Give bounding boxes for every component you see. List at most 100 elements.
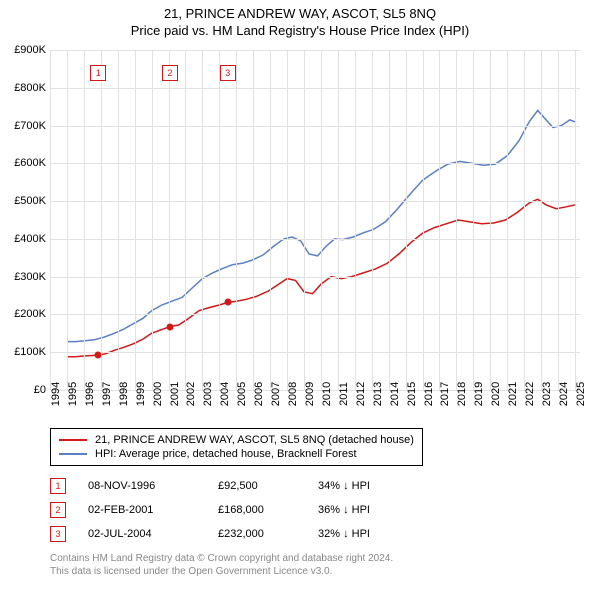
gridline-h [50, 277, 580, 278]
legend-box: 21, PRINCE ANDREW WAY, ASCOT, SL5 8NQ (d… [50, 428, 423, 466]
gridline-v [389, 50, 390, 390]
x-axis-label: 2011 [338, 382, 350, 406]
chart-marker-box: 2 [162, 65, 178, 81]
x-axis-label: 2004 [219, 382, 231, 406]
x-axis-label: 1995 [67, 382, 79, 406]
gridline-v [507, 50, 508, 390]
gridline-v [575, 50, 576, 390]
transaction-delta: 32% ↓ HPI [318, 528, 418, 540]
gridline-v [185, 50, 186, 390]
x-axis-label: 2012 [355, 382, 367, 406]
transaction-delta: 34% ↓ HPI [318, 480, 418, 492]
gridline-h [50, 126, 580, 127]
gridline-v [287, 50, 288, 390]
gridline-v [253, 50, 254, 390]
gridline-h [50, 201, 580, 202]
x-axis-label: 1994 [50, 382, 62, 406]
x-axis-label: 1996 [84, 382, 96, 406]
x-axis-label: 2015 [406, 382, 418, 406]
x-axis-label: 2007 [270, 382, 282, 406]
x-axis-label: 1998 [118, 382, 130, 406]
x-axis-label: 2009 [304, 382, 316, 406]
transaction-date: 02-FEB-2001 [88, 504, 218, 516]
gridline-h [50, 352, 580, 353]
transactions-table: 1 08-NOV-1996£92,50034% ↓ HPI 2 02-FEB-2001… [50, 474, 418, 546]
gridline-h [50, 314, 580, 315]
gridline-v [236, 50, 237, 390]
gridline-v [473, 50, 474, 390]
x-axis-label: 2010 [321, 382, 333, 406]
x-axis-label: 2022 [524, 382, 536, 406]
transaction-date: 02-JUL-2004 [88, 528, 218, 540]
y-axis-label: £300K [14, 271, 46, 283]
chart-container: 21, PRINCE ANDREW WAY, ASCOT, SL5 8NQ Pr… [0, 0, 600, 590]
x-axis-label: 2019 [473, 382, 485, 406]
transaction-row: 202-FEB-2001£168,00036% ↓ HPI [50, 498, 418, 522]
x-axis-label: 2021 [507, 382, 519, 406]
transaction-price: £92,500 [218, 480, 318, 492]
chart-plot-area: £0£100K£200K£300K£400K£500K£600K£700K£80… [50, 50, 580, 390]
chart-marker-dot [95, 352, 102, 359]
footer-line2: This data is licensed under the Open Gov… [50, 565, 393, 578]
transaction-date: 08-NOV-1996 [88, 480, 218, 492]
x-axis-label: 2023 [541, 382, 553, 406]
gridline-v [456, 50, 457, 390]
transaction-marker: 1 [50, 478, 66, 494]
y-axis-label: £0 [34, 384, 46, 396]
gridline-v [67, 50, 68, 390]
legend-item: 21, PRINCE ANDREW WAY, ASCOT, SL5 8NQ (d… [59, 433, 414, 447]
x-axis-label: 2020 [490, 382, 502, 406]
x-axis-label: 1997 [101, 382, 113, 406]
gridline-v [135, 50, 136, 390]
legend-label: 21, PRINCE ANDREW WAY, ASCOT, SL5 8NQ (d… [95, 434, 414, 446]
gridline-v [202, 50, 203, 390]
gridline-v [524, 50, 525, 390]
x-axis-label: 2018 [456, 382, 468, 406]
y-axis-label: £700K [14, 120, 46, 132]
footer-attribution: Contains HM Land Registry data © Crown c… [50, 552, 393, 578]
y-axis-label: £400K [14, 233, 46, 245]
x-axis-label: 2013 [372, 382, 384, 406]
chart-marker-box: 1 [90, 65, 106, 81]
y-axis-label: £100K [14, 346, 46, 358]
chart-marker-dot [224, 299, 231, 306]
x-axis-label: 2025 [575, 382, 587, 406]
transaction-row: 1 08-NOV-1996£92,50034% ↓ HPI [50, 474, 418, 498]
gridline-v [423, 50, 424, 390]
gridline-v [490, 50, 491, 390]
y-axis-label: £800K [14, 82, 46, 94]
x-axis-label: 2014 [389, 382, 401, 406]
x-axis-label: 2008 [287, 382, 299, 406]
gridline-v [219, 50, 220, 390]
gridline-v [439, 50, 440, 390]
x-axis-label: 2017 [439, 382, 451, 406]
legend-swatch [59, 453, 87, 455]
x-axis-label: 2002 [185, 382, 197, 406]
legend-swatch [59, 439, 87, 441]
gridline-v [84, 50, 85, 390]
gridline-v [270, 50, 271, 390]
gridline-v [321, 50, 322, 390]
transaction-price: £232,000 [218, 528, 318, 540]
gridline-v [338, 50, 339, 390]
transaction-marker: 3 [50, 526, 66, 542]
gridline-v [372, 50, 373, 390]
gridline-v [355, 50, 356, 390]
gridline-v [118, 50, 119, 390]
x-axis-label: 1999 [135, 382, 147, 406]
x-axis-label: 2005 [236, 382, 248, 406]
transaction-marker: 2 [50, 502, 66, 518]
gridline-v [558, 50, 559, 390]
footer-line1: Contains HM Land Registry data © Crown c… [50, 552, 393, 565]
transaction-price: £168,000 [218, 504, 318, 516]
y-axis-label: £900K [14, 44, 46, 56]
gridline-v [406, 50, 407, 390]
gridline-v [541, 50, 542, 390]
y-axis-label: £600K [14, 157, 46, 169]
x-axis-label: 2016 [423, 382, 435, 406]
gridline-h [50, 88, 580, 89]
x-axis-label: 2003 [202, 382, 214, 406]
transaction-row: 3 02-JUL-2004£232,00032% ↓ HPI [50, 522, 418, 546]
gridline-v [101, 50, 102, 390]
x-axis-label: 2024 [558, 382, 570, 406]
